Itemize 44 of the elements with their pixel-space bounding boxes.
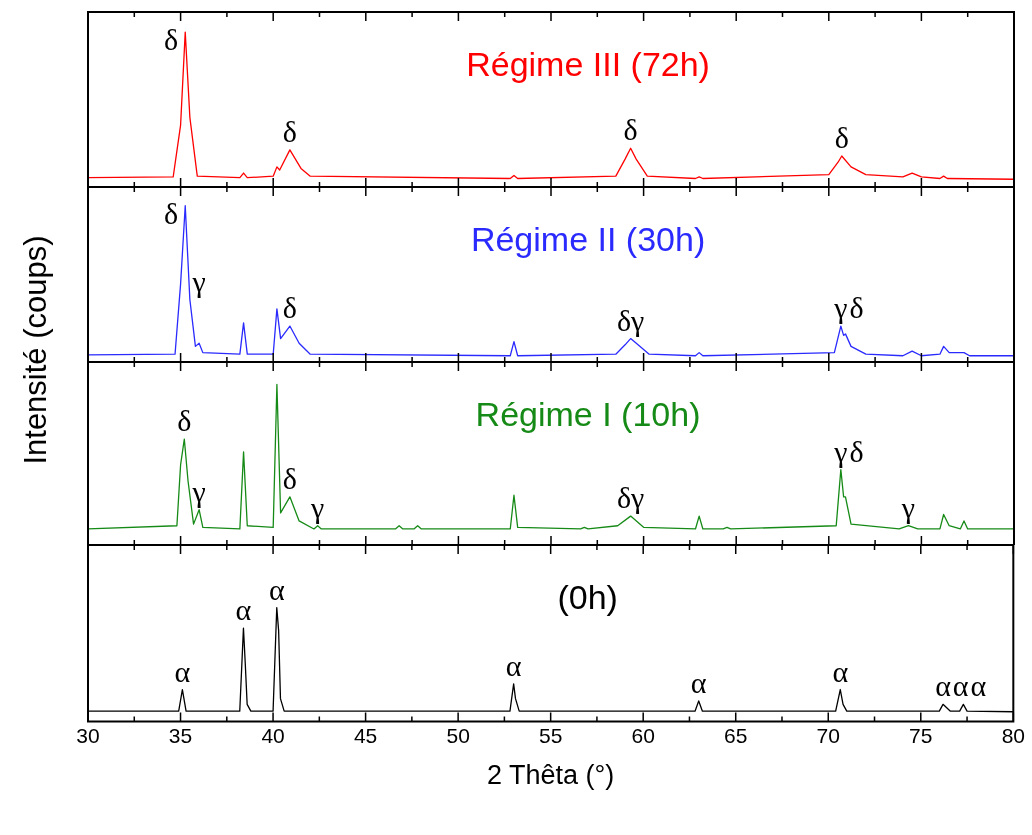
annotation: α xyxy=(952,669,969,703)
x-tick-label: 40 xyxy=(261,723,285,747)
annotation: δγ xyxy=(616,303,645,337)
annotation: α xyxy=(690,665,707,699)
chart-title: (0h) xyxy=(557,578,618,617)
annotation: γ xyxy=(833,291,848,325)
chart-title: Régime III (72h) xyxy=(466,45,710,84)
annotation: γ xyxy=(900,490,916,524)
annotation: δ xyxy=(834,121,849,155)
x-tick-label: 70 xyxy=(816,723,840,747)
chart-title: Régime I (10h) xyxy=(475,395,701,434)
x-tick-label: 60 xyxy=(631,723,655,747)
x-tick-label: 45 xyxy=(353,723,378,747)
annotation: δ xyxy=(282,291,297,325)
y-axis-title: Intensité (coups) xyxy=(18,235,54,465)
annotation: α xyxy=(935,669,952,703)
chart-title: Régime II (30h) xyxy=(470,220,706,259)
annotation: γ xyxy=(833,434,848,468)
annotation: δγ xyxy=(616,481,645,515)
annotation: α xyxy=(832,654,849,688)
annotation: δ xyxy=(282,114,297,148)
annotation: δ xyxy=(849,291,864,325)
x-tick-label: 65 xyxy=(724,723,748,747)
x-tick-label: 50 xyxy=(446,723,470,747)
annotation: α xyxy=(505,648,522,682)
annotation: δ xyxy=(164,196,179,230)
annotation: γ xyxy=(191,264,206,298)
annotation: δ xyxy=(282,461,297,495)
x-tick-label: 35 xyxy=(168,723,193,747)
x-tick-label: 75 xyxy=(909,723,933,747)
annotation: δ xyxy=(177,404,192,438)
x-tick-label: 55 xyxy=(538,723,563,747)
annotation: α xyxy=(235,593,252,627)
annotation: γ xyxy=(310,490,325,524)
annotation: α xyxy=(174,654,191,688)
annotation: δ xyxy=(849,434,864,468)
annotation: δ xyxy=(164,23,179,57)
annotation: α xyxy=(970,669,987,703)
annotation: δ xyxy=(623,113,638,147)
x-axis-title: 2 Thêta (°) xyxy=(486,760,615,791)
annotation: α xyxy=(268,572,285,606)
x-tick-label: 30 xyxy=(76,723,100,747)
x-tick-label: 80 xyxy=(1001,723,1025,747)
annotation: γ xyxy=(191,474,206,508)
